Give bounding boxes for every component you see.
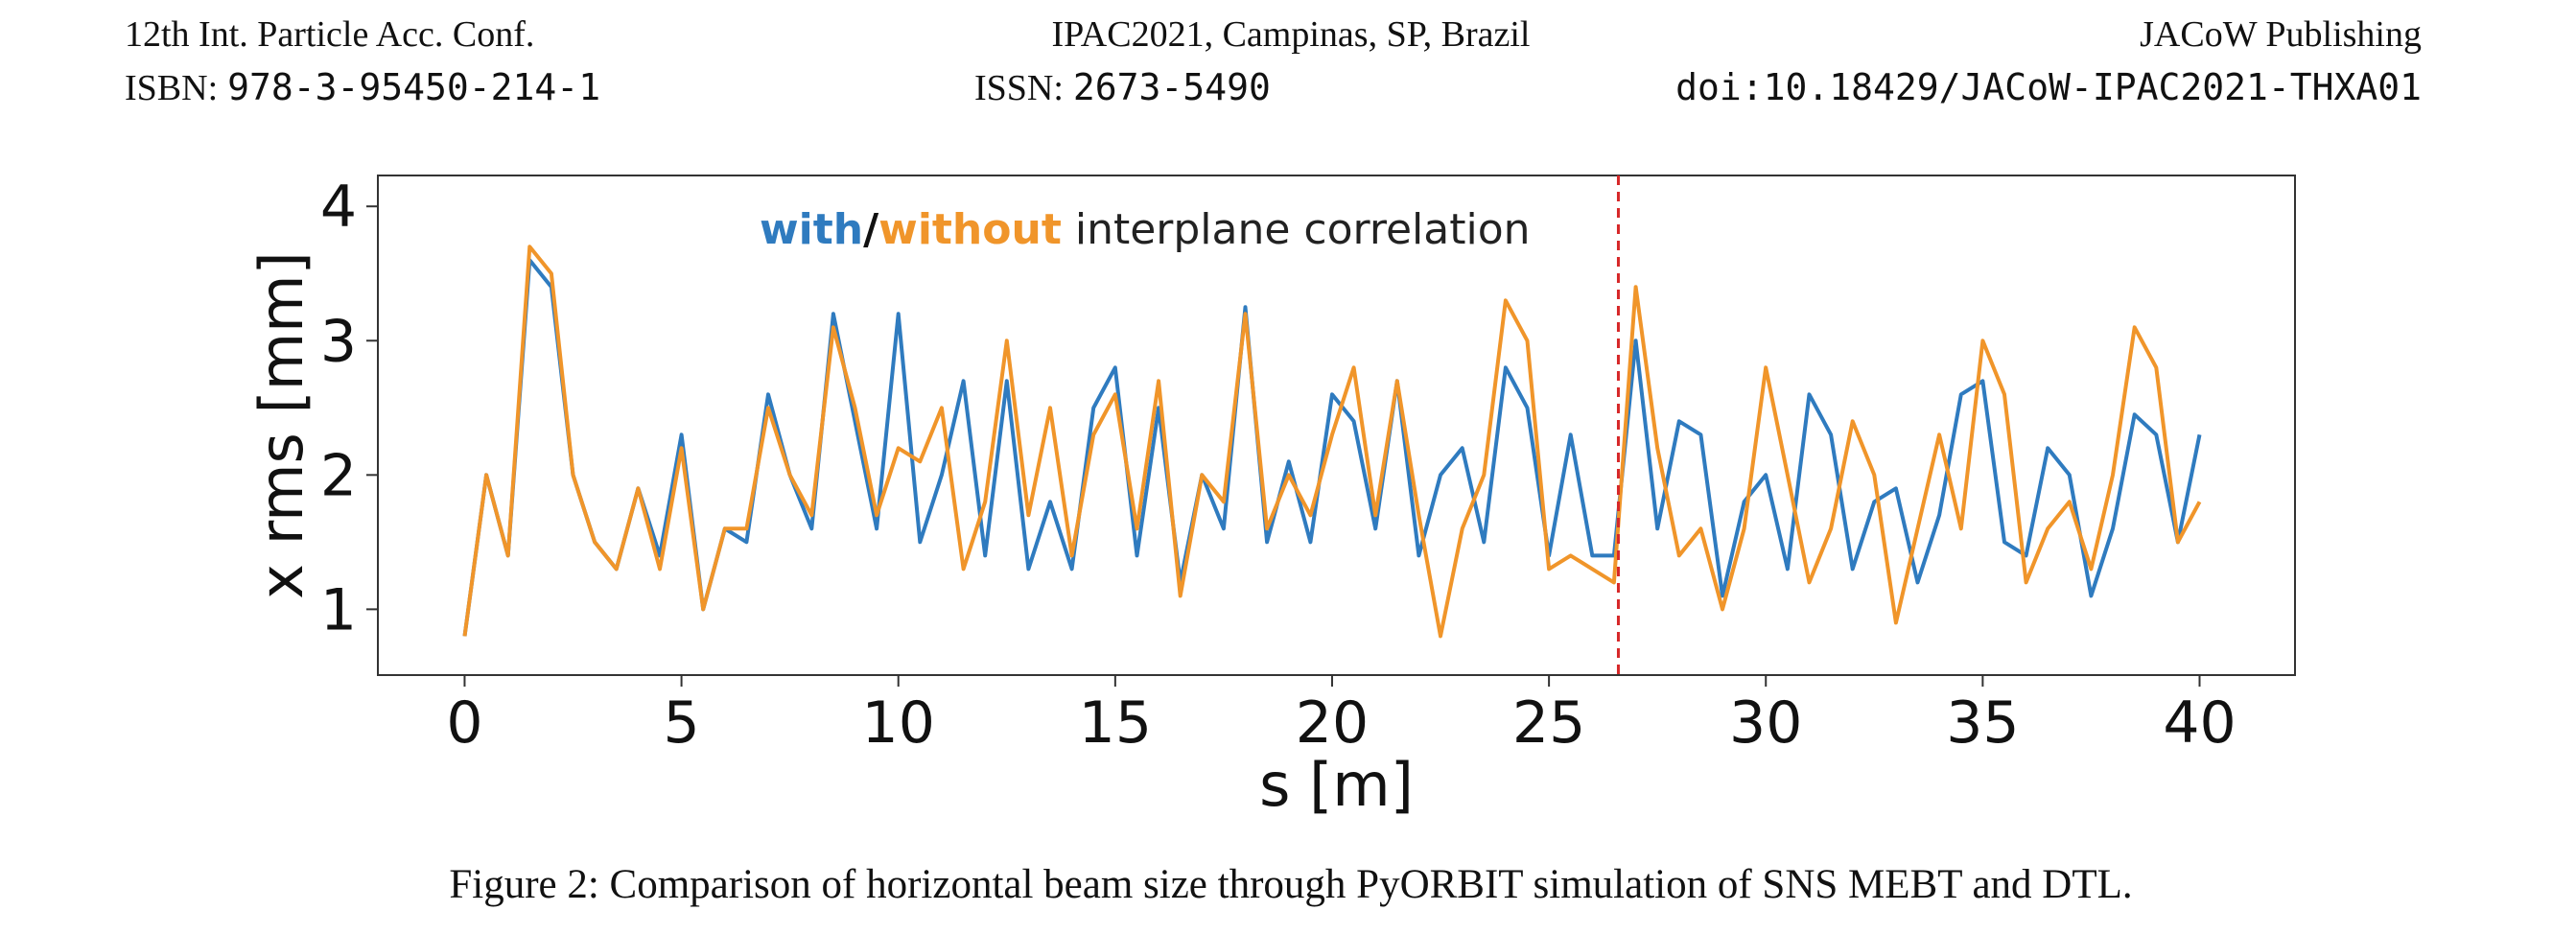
x-tick-label: 30 <box>1729 689 1802 757</box>
y-tick-label: 3 <box>320 308 357 375</box>
header-conf: 12th Int. Particle Acc. Conf. <box>125 14 534 55</box>
isbn: 978-3-95450-214-1 <box>227 66 600 108</box>
isbn-label: ISBN: <box>125 68 218 108</box>
annotation-part: interplane correlation <box>1062 205 1531 254</box>
x-tick-label: 10 <box>862 689 935 757</box>
header-publisher: JACoW Publishing <box>2140 14 2422 55</box>
issn: 2673-5490 <box>1073 66 1271 108</box>
series-line <box>462 258 2202 637</box>
x-tick-label: 0 <box>446 689 482 757</box>
plot-frame <box>377 175 2296 676</box>
annotation-part: / <box>863 205 879 254</box>
y-tick-label: 1 <box>320 576 357 643</box>
x-axis-label: s [m] <box>1259 750 1414 820</box>
x-tick-label: 40 <box>2163 689 2236 757</box>
y-tick-label: 2 <box>320 442 357 509</box>
annotation: with/without interplane correlation <box>760 205 1531 254</box>
issn-label: ISSN: <box>974 68 1064 108</box>
annotation-part: with <box>760 205 863 254</box>
x-tick-label: 15 <box>1079 689 1152 757</box>
x-tick-label: 35 <box>1946 689 2019 757</box>
caption: Figure 2: Comparison of horizontal beam … <box>449 862 2132 907</box>
header-doi: doi:10.18429/JACoW-IPAC2021-THXA01 <box>1675 66 2422 108</box>
header-issn: ISSN: 2673-5490 <box>974 66 1271 108</box>
annotation-part: without <box>878 205 1062 254</box>
figure: 0 5 10 15 20 25 30 35 40 1 2 3 4 s [m] x rms [mm] with/… <box>246 174 2296 820</box>
x-tick-label: 20 <box>1296 689 1369 757</box>
x-tick-label: 25 <box>1512 689 1585 757</box>
x-tick-label: 5 <box>663 689 699 757</box>
y-axis-label: x rms [mm] <box>246 251 316 598</box>
header-isbn: ISBN: 978-3-95450-214-1 <box>125 66 600 108</box>
header-venue: IPAC2021, Campinas, SP, Brazil <box>1052 14 1531 55</box>
y-tick-label: 4 <box>320 174 357 241</box>
series-line <box>462 245 2202 639</box>
